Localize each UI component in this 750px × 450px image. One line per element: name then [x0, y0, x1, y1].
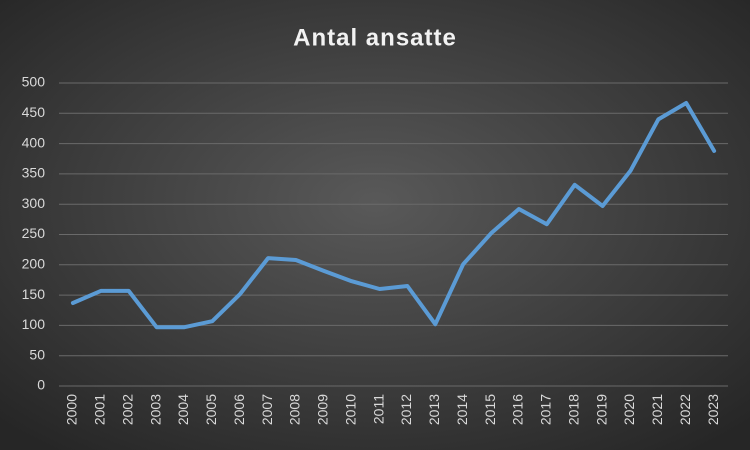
- x-tick-label: 2015: [482, 394, 498, 425]
- x-tick-label: 2007: [259, 394, 275, 425]
- x-tick-label: 2021: [649, 394, 665, 425]
- x-tick-label: 2018: [565, 394, 581, 425]
- y-tick-label: 350: [22, 165, 46, 181]
- y-tick-label: 50: [29, 346, 45, 362]
- y-tick-label: 0: [37, 377, 45, 393]
- x-tick-label: 2012: [398, 394, 414, 425]
- x-tick-label: 2023: [705, 394, 721, 425]
- x-tick-label: 2013: [426, 394, 442, 425]
- x-tick-label: 2011: [370, 394, 386, 424]
- x-tick-label: 2016: [510, 394, 526, 425]
- x-tick-label: 2014: [454, 394, 470, 425]
- y-tick-label: 450: [22, 104, 46, 120]
- x-tick-label: 2004: [175, 394, 191, 425]
- chart-title: Antal ansatte: [293, 24, 457, 51]
- x-tick-label: 2008: [287, 394, 303, 425]
- y-tick-label: 300: [22, 195, 46, 211]
- x-tick-label: 2001: [92, 394, 108, 425]
- y-tick-label: 200: [22, 256, 46, 272]
- x-tick-label: 2003: [147, 394, 163, 425]
- data-line: [70, 101, 717, 330]
- x-tick-label: 2006: [231, 394, 247, 425]
- y-tick-label: 400: [22, 134, 46, 150]
- x-tick-label: 2005: [203, 394, 219, 425]
- x-tick-label: 2019: [593, 394, 609, 425]
- x-tick-label: 2010: [342, 394, 358, 425]
- x-tick-label: 2002: [119, 394, 135, 425]
- y-tick-label: 150: [22, 286, 46, 302]
- x-tick-label: 2022: [677, 394, 693, 425]
- y-tick-label: 100: [22, 316, 46, 332]
- x-tick-label: 2017: [538, 394, 554, 425]
- y-tick-label: 250: [22, 225, 46, 241]
- x-tick-label: 2000: [64, 394, 80, 425]
- x-tick-label: 2020: [621, 394, 637, 425]
- y-tick-label: 500: [22, 74, 46, 90]
- x-tick-label: 2009: [315, 394, 331, 425]
